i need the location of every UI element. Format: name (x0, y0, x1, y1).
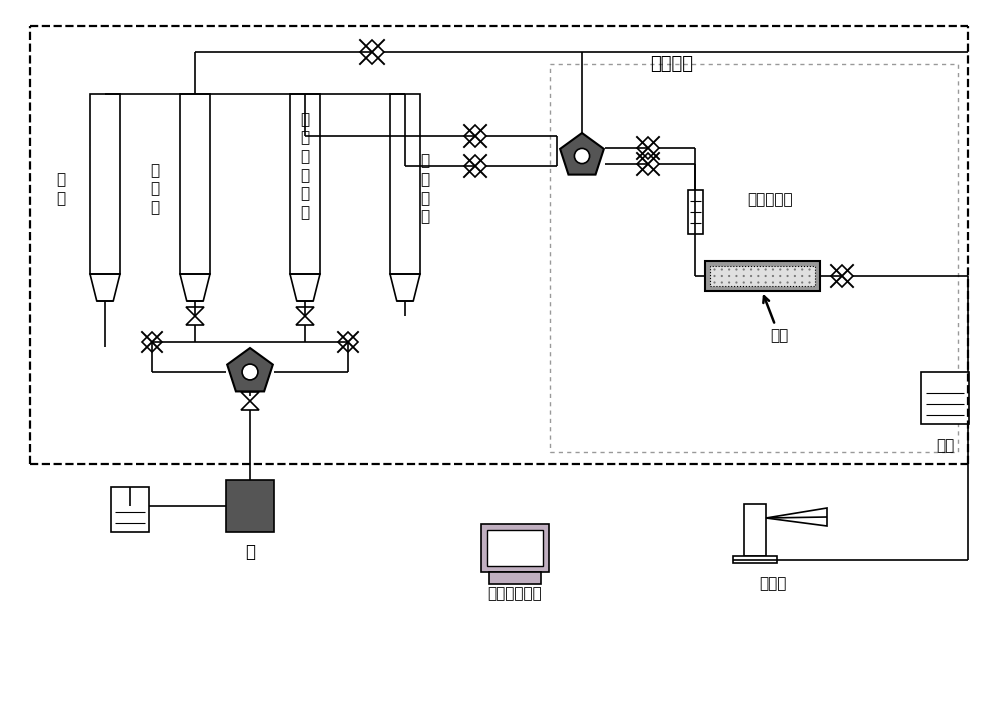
Circle shape (772, 275, 774, 277)
Circle shape (757, 275, 759, 277)
Text: 泵: 泵 (245, 543, 255, 561)
Circle shape (779, 275, 781, 277)
Circle shape (743, 275, 745, 277)
Text: 凝
胶
体
系: 凝 胶 体 系 (420, 153, 430, 224)
Bar (704, 261, 820, 291)
Circle shape (713, 282, 716, 284)
Circle shape (794, 282, 796, 284)
Circle shape (801, 269, 803, 271)
Circle shape (765, 269, 767, 271)
Circle shape (728, 282, 730, 284)
Circle shape (794, 269, 796, 271)
Polygon shape (296, 307, 314, 316)
Circle shape (808, 275, 811, 277)
Polygon shape (766, 508, 827, 526)
Polygon shape (560, 133, 604, 174)
Circle shape (728, 275, 730, 277)
Text: 手摇泵: 手摇泵 (759, 576, 787, 592)
Circle shape (779, 269, 781, 271)
Circle shape (786, 282, 789, 284)
Bar (921, 372, 969, 424)
Text: 压力传感器: 压力传感器 (747, 193, 793, 208)
Bar (226, 480, 274, 532)
Circle shape (757, 282, 759, 284)
Text: 聚
表
二
元
体
系: 聚 表 二 元 体 系 (300, 112, 310, 220)
Bar (481, 524, 549, 572)
Circle shape (713, 269, 716, 271)
Bar (111, 487, 149, 532)
Polygon shape (227, 348, 273, 392)
Circle shape (721, 275, 723, 277)
Circle shape (242, 364, 258, 380)
Circle shape (713, 275, 716, 277)
Circle shape (750, 275, 752, 277)
Circle shape (728, 269, 730, 271)
Circle shape (721, 269, 723, 271)
Circle shape (743, 269, 745, 271)
Bar (487, 530, 543, 566)
Circle shape (757, 269, 759, 271)
Polygon shape (241, 392, 259, 401)
Circle shape (765, 275, 767, 277)
Text: 容器: 容器 (936, 439, 954, 453)
Circle shape (735, 282, 738, 284)
Circle shape (750, 282, 752, 284)
Circle shape (765, 282, 767, 284)
Text: 模
拟
水: 模 拟 水 (150, 163, 160, 215)
Circle shape (808, 282, 811, 284)
Circle shape (786, 269, 789, 271)
Polygon shape (296, 316, 314, 325)
Bar (688, 190, 702, 234)
Circle shape (794, 275, 796, 277)
Circle shape (779, 282, 781, 284)
Bar (180, 94, 210, 274)
Circle shape (786, 275, 789, 277)
Text: 恒温烘箱: 恒温烘箱 (650, 55, 694, 73)
Circle shape (772, 282, 774, 284)
Circle shape (721, 282, 723, 284)
Polygon shape (186, 307, 204, 316)
Bar (290, 94, 320, 274)
Circle shape (772, 269, 774, 271)
Bar (390, 94, 420, 274)
Circle shape (801, 282, 803, 284)
Bar (744, 504, 766, 556)
Circle shape (808, 269, 811, 271)
Bar (489, 572, 541, 584)
Polygon shape (186, 316, 204, 325)
Text: 压力采集系统: 压力采集系统 (488, 586, 542, 602)
Bar (710, 266, 814, 286)
Circle shape (750, 269, 752, 271)
Bar (90, 94, 120, 274)
Circle shape (735, 275, 738, 277)
Bar (733, 556, 777, 563)
Bar (550, 64, 958, 452)
Circle shape (743, 282, 745, 284)
Text: 岩心: 岩心 (763, 296, 788, 343)
Text: 原
油: 原 油 (56, 172, 66, 206)
Polygon shape (241, 401, 259, 410)
Circle shape (735, 269, 738, 271)
Circle shape (801, 275, 803, 277)
Circle shape (574, 148, 590, 164)
